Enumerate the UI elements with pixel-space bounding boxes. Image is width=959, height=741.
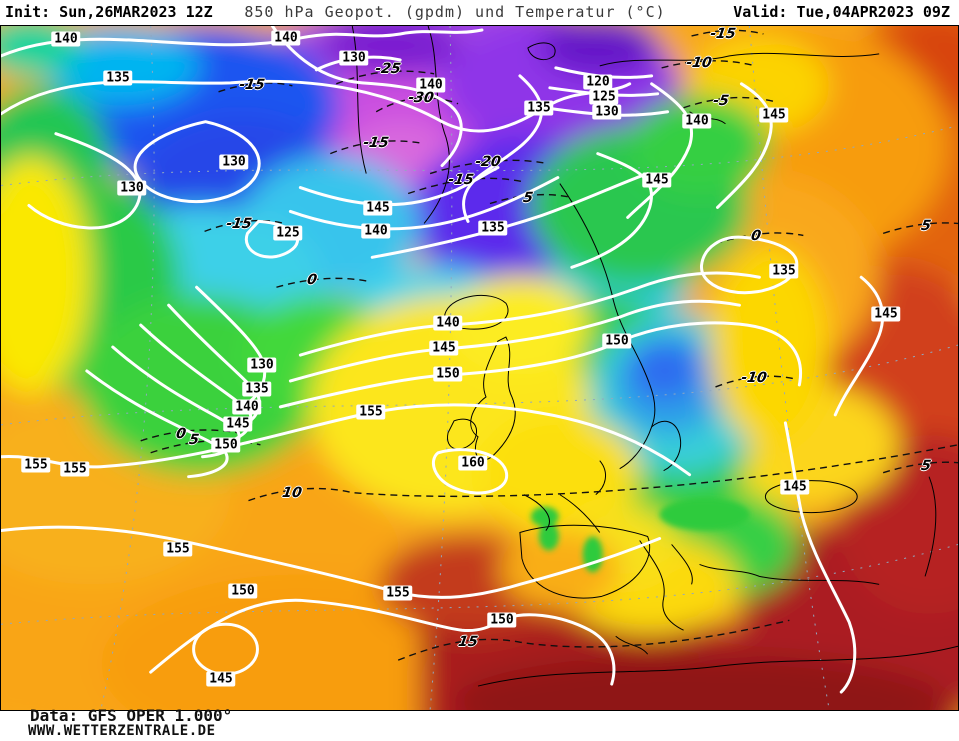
temperature-contour-label: -20 xyxy=(474,154,502,170)
geopotential-contour-label: 145 xyxy=(780,479,810,495)
weather-map: 140 140 135 130 130 130 125 140 135 120 125 130 145 1… xyxy=(0,25,959,711)
geopotential-contour-label: 145 xyxy=(223,416,253,432)
temperature-contour-label: 5 xyxy=(919,458,933,474)
geopotential-contour-label: 125 xyxy=(589,89,619,105)
geopotential-contour-label: 155 xyxy=(356,404,386,420)
geopotential-contour-label: 160 xyxy=(458,455,488,471)
geopotential-contour-label: 140 xyxy=(232,399,262,415)
geopotential-contour-label: 130 xyxy=(592,104,622,120)
geopotential-contour-label: 145 xyxy=(363,200,393,216)
geopotential-contour-label: 135 xyxy=(524,100,554,116)
temperature-contour-label: 15 xyxy=(456,634,480,650)
geopotential-contour-label: 135 xyxy=(478,220,508,236)
temperature-contour-label: -25 xyxy=(374,61,402,77)
temperature-contour-label: -15 xyxy=(238,77,266,93)
geopotential-contour-label: 140 xyxy=(416,77,446,93)
temperature-contour-label: 0 xyxy=(305,272,319,288)
geopotential-contour-label: 145 xyxy=(871,306,901,322)
temperature-contour-label: -15 xyxy=(225,216,253,232)
geopotential-contour-label: 140 xyxy=(361,223,391,239)
geopotential-contour-label: 150 xyxy=(602,333,632,349)
temperature-labels-layer: -25 -30 -15 -20 -15 -15 -15 -10 -5 -15 0 5 5 0 5 10 15 -1… xyxy=(1,26,958,710)
init-time: Init: Sun,26MAR2023 12Z xyxy=(5,3,213,21)
temperature-contour-label: -15 xyxy=(362,135,390,151)
temperature-contour-label: 5 xyxy=(919,218,933,234)
chart-footer: Data: GFS OPER 1.000° WWW.WETTERZENTRALE… xyxy=(0,706,959,741)
geopotential-contour-label: 135 xyxy=(103,70,133,86)
geopotential-contour-label: 140 xyxy=(271,30,301,46)
data-source-text: Data: GFS OPER 1.000° xyxy=(30,706,233,725)
geopotential-contour-label: 155 xyxy=(21,457,51,473)
geopotential-contour-label: 120 xyxy=(583,74,613,90)
temperature-contour-label: 5 xyxy=(187,432,201,448)
geopotential-contour-label: 130 xyxy=(339,50,369,66)
valid-time: Valid: Tue,04APR2023 09Z xyxy=(733,3,950,21)
temperature-contour-label: -10 xyxy=(740,370,768,386)
geopotential-contour-label: 135 xyxy=(769,263,799,279)
geopotential-contour-label: 140 xyxy=(433,315,463,331)
temperature-contour-label: -15 xyxy=(709,26,737,42)
chart-title: 850 hPa Geopot. (gpdm) und Temperatur (°… xyxy=(244,3,666,21)
chart-header: Init: Sun,26MAR2023 12Z 850 hPa Geopot. … xyxy=(0,0,959,25)
geopotential-contour-label: 155 xyxy=(60,461,90,477)
geopotential-contour-label: 140 xyxy=(51,31,81,47)
temperature-contour-label: -15 xyxy=(447,172,475,188)
geopotential-contour-label: 130 xyxy=(219,154,249,170)
geopotential-contour-label: 150 xyxy=(487,612,517,628)
temperature-contour-label: 0 xyxy=(174,426,188,442)
geopotential-contour-label: 145 xyxy=(429,340,459,356)
geopotential-contour-label: 145 xyxy=(642,172,672,188)
geopotential-labels-layer: 140 140 135 130 130 130 125 140 135 120 125 130 145 1… xyxy=(1,26,958,710)
geopotential-contour-label: 135 xyxy=(242,381,272,397)
geopotential-contour-label: 150 xyxy=(433,366,463,382)
geopotential-contour-label: 145 xyxy=(759,107,789,123)
website-text: WWW.WETTERZENTRALE.DE xyxy=(28,723,216,739)
geopotential-contour-label: 155 xyxy=(163,541,193,557)
map-graphic xyxy=(1,26,958,710)
temperature-contour-label: 10 xyxy=(280,485,304,501)
temperature-contour-label: -10 xyxy=(685,55,713,71)
geopotential-contour-label: 150 xyxy=(228,583,258,599)
geopotential-contour-label: 140 xyxy=(682,113,712,129)
temperature-contour-label: 5 xyxy=(521,190,535,206)
geopotential-contour-label: 145 xyxy=(206,671,236,687)
graticule-lines xyxy=(1,26,958,710)
geopotential-contour-label: 130 xyxy=(247,357,277,373)
temperature-contour-label: -30 xyxy=(407,90,435,106)
geopotential-contour-label: 150 xyxy=(211,437,241,453)
geopotential-contour-label: 130 xyxy=(117,180,147,196)
temperature-contour-label: 0 xyxy=(749,228,763,244)
temperature-contour-label: -5 xyxy=(711,93,731,109)
geopotential-contour-label: 125 xyxy=(273,225,303,241)
geopotential-contour-label: 155 xyxy=(383,585,413,601)
